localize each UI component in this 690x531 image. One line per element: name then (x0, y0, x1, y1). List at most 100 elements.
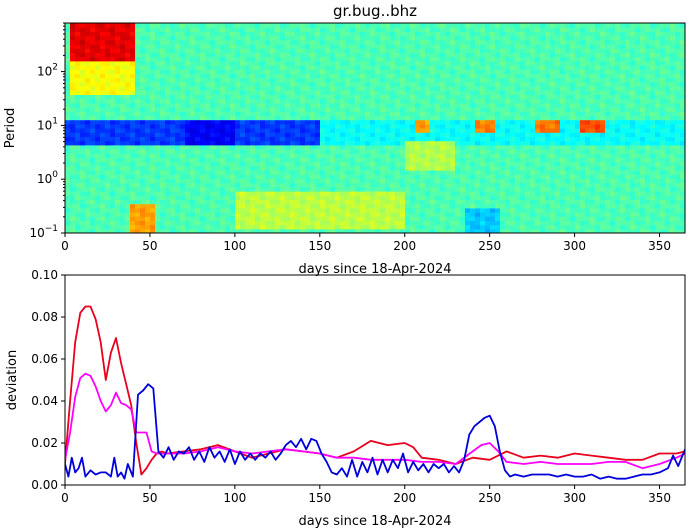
heatmap-cell (305, 220, 311, 226)
heatmap-cell (170, 123, 176, 129)
heatmap-cell (160, 90, 166, 95)
heatmap-cell (300, 107, 306, 112)
heatmap-panel: gr.bug..bhz 0 50 100 150 200 250 300 350 10−110… (3, 2, 686, 277)
heatmap-cell (255, 35, 261, 41)
heatmap-cell (280, 35, 286, 41)
heatmap-cell (490, 27, 496, 32)
heatmap-cell (410, 123, 416, 129)
heatmap-cell (545, 149, 551, 154)
heatmap-cell (175, 81, 181, 87)
heatmap-cell (405, 31, 411, 37)
heatmap-cell (180, 165, 186, 171)
heatmap-cell (335, 31, 341, 37)
heatmap-cell (65, 69, 71, 74)
heatmap-cell (255, 203, 261, 209)
heatmap-cell (550, 98, 556, 104)
heatmap-cell (175, 140, 181, 146)
heatmap-cell (110, 149, 116, 154)
heatmap-cell (415, 220, 421, 226)
heatmap-cell (465, 165, 471, 171)
heatmap-cell (260, 115, 266, 121)
heatmap-cell (370, 195, 376, 200)
heatmap-cell (170, 161, 176, 167)
heatmap-cell (140, 207, 146, 213)
heatmap-cell (240, 119, 246, 125)
heatmap-cell (360, 123, 366, 129)
heatmap-cell (310, 48, 316, 53)
heatmap-cell (245, 153, 251, 158)
heatmap-cell (485, 39, 491, 45)
heatmap-cell (460, 73, 466, 79)
heatmap-cell (70, 60, 76, 66)
heatmap-cell (185, 182, 191, 188)
heatmap-cell (295, 123, 301, 129)
heatmap-cell (465, 73, 471, 79)
heatmap-cell (505, 199, 511, 205)
heatmap-cell (165, 128, 171, 133)
heatmap-cell (310, 119, 316, 125)
heatmap-cell (485, 123, 491, 129)
heatmap-cell (300, 94, 306, 100)
heatmap-cell (325, 90, 331, 95)
heatmap-cell (105, 86, 111, 91)
heatmap-cell (245, 161, 251, 167)
heatmap-cell (85, 207, 91, 213)
heatmap-cell (130, 115, 136, 121)
heatmap-cell (235, 81, 241, 87)
heatmap-cell (175, 203, 181, 209)
heatmap-cell (375, 182, 381, 188)
heatmap-cell (235, 23, 241, 28)
heatmap-cell (510, 228, 516, 233)
heatmap-cell (390, 94, 396, 100)
heatmap-cell (115, 86, 121, 91)
heatmap-cell (335, 216, 341, 221)
heatmap-cell (550, 52, 556, 58)
heatmap-cell (205, 165, 211, 171)
heatmap-cell (315, 119, 321, 125)
heatmap-cell (135, 31, 141, 37)
heatmap-cell (330, 27, 336, 32)
heatmap-cell (530, 60, 536, 66)
heatmap-cell (280, 149, 286, 154)
heatmap-cell (315, 35, 321, 41)
heatmap-cell (260, 157, 266, 163)
heatmap-cell (205, 174, 211, 179)
heatmap-cell (260, 216, 266, 221)
heatmap-cell (555, 23, 561, 28)
heatmap-cell (190, 165, 196, 171)
heatmap-cell (330, 31, 336, 37)
heatmap-cell (90, 31, 96, 37)
heatmap-cell (475, 149, 481, 154)
heatmap-cell (365, 90, 371, 95)
heatmap-cell (325, 94, 331, 100)
heatmap-cell (120, 119, 126, 125)
heatmap-cell (325, 81, 331, 87)
heatmap-cell (305, 153, 311, 158)
heatmap-cell (175, 35, 181, 41)
heatmap-cell (385, 228, 391, 233)
heatmap-cell (320, 123, 326, 129)
heatmap-cell (225, 191, 231, 196)
heatmap-cell (300, 56, 306, 62)
heatmap-cell (480, 216, 486, 221)
heatmap-cell (105, 178, 111, 184)
heatmap-cell (185, 52, 191, 58)
heatmap-cell (560, 224, 566, 230)
heatmap-cell (500, 157, 506, 163)
heatmap-cell (295, 186, 301, 192)
heatmap-cell (170, 224, 176, 230)
heatmap-cell (290, 52, 296, 58)
heatmap-cell (135, 123, 141, 129)
heatmap-cell (520, 86, 526, 91)
heatmap-cell (270, 123, 276, 129)
heatmap-cell (145, 199, 151, 205)
heatmap-cell (325, 149, 331, 154)
heatmap-cell (135, 132, 141, 137)
heatmap-cell (500, 44, 506, 49)
heatmap-cell (485, 60, 491, 66)
heatmap-cell (220, 94, 226, 100)
heatmap-cell (190, 207, 196, 213)
heatmap-cell (235, 48, 241, 53)
heatmap-cell (145, 39, 151, 45)
heatmap-cell (295, 149, 301, 154)
